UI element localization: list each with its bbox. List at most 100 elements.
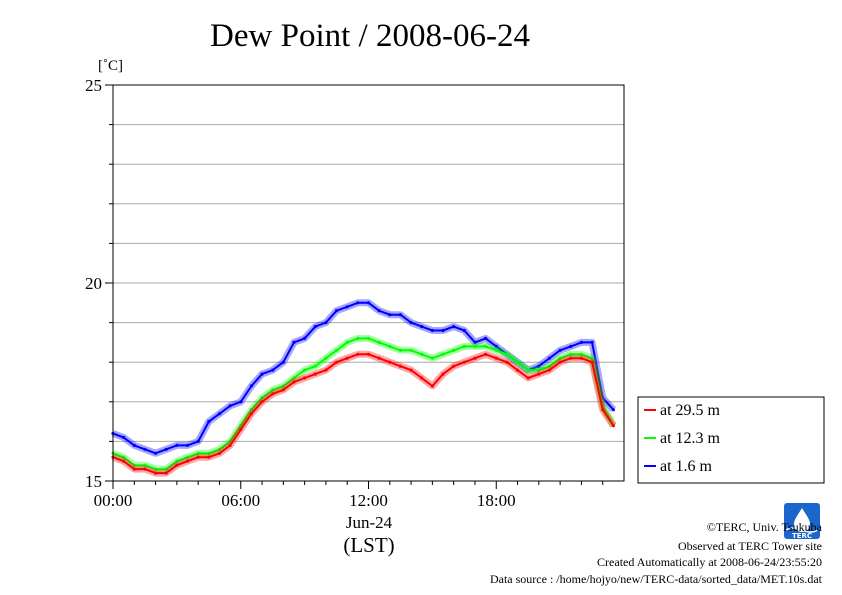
series-29-5m-line	[112, 353, 615, 475]
series-12-3m-point	[249, 408, 253, 412]
y-tick-label: 25	[85, 76, 102, 95]
series-12-3m-point	[388, 344, 392, 348]
series-29-5m-point	[313, 372, 317, 376]
series-12-3m-point	[398, 348, 402, 352]
terc-logo: TERC	[784, 503, 820, 540]
y-unit-label: [˚C]	[98, 58, 123, 74]
series-12-3m-point	[558, 356, 562, 360]
series-29-5m-point	[217, 451, 222, 455]
series-12-3m-line	[112, 337, 615, 471]
series-12-3m-point	[303, 368, 307, 372]
series-12-3m-point	[420, 352, 424, 356]
x-tick-label: 06:00	[221, 491, 260, 510]
series-29-5m-point	[558, 360, 562, 364]
series-1-6m-point	[281, 360, 285, 364]
series-29-5m-point	[388, 360, 392, 364]
series-1-6m-point	[132, 443, 136, 447]
series-12-3m-point	[537, 368, 541, 372]
series-29-5m	[111, 350, 617, 477]
series-1-6m-point	[345, 305, 349, 309]
series-1-6m-point	[185, 443, 190, 447]
series-29-5m-point	[132, 467, 136, 471]
series-1-6m-point	[462, 328, 466, 333]
series-1-6m-point	[303, 336, 307, 340]
series-12-3m-point	[154, 467, 158, 471]
series-12-3m-point	[260, 396, 264, 400]
series-12-3m-point	[335, 348, 339, 352]
series-12-3m-point	[430, 356, 434, 360]
series-1-6m-point	[292, 340, 296, 344]
series-1-6m-point	[122, 435, 126, 439]
series-29-5m-point	[484, 352, 488, 356]
legend-label-12-3m: at 12.3 m	[660, 430, 721, 447]
series-12-3m-point	[292, 376, 296, 380]
series-12-3m-point	[494, 348, 498, 352]
series-12-3m-point	[313, 364, 317, 368]
series-12-3m-point	[473, 344, 477, 348]
series-12-3m-point	[164, 467, 168, 471]
series-29-5m-point	[473, 356, 477, 360]
series-1-6m-line	[112, 301, 615, 455]
series-1-6m-point	[611, 408, 616, 412]
series-1-6m-point	[484, 336, 488, 340]
series-1-6m-point	[420, 325, 424, 329]
series-12-3m-point	[452, 348, 456, 352]
x-axis-title: (LST)	[343, 533, 394, 557]
footer-copyright: ©TERC, Univ. Tsukuba	[707, 520, 823, 534]
series-1-6m-point	[398, 313, 402, 317]
series-1-6m-point	[430, 328, 434, 333]
series-1-6m-point	[409, 321, 413, 325]
series-1-6m-point	[356, 301, 360, 305]
series-29-5m-point	[196, 455, 200, 459]
series-29-5m-point	[303, 376, 307, 380]
series-12-3m-point	[324, 356, 328, 360]
series-1-6m-point	[366, 301, 371, 305]
series-12-3m-point	[175, 459, 179, 463]
logo-text: TERC	[792, 532, 812, 540]
series-29-5m-point	[505, 360, 509, 364]
series-29-5m-point	[260, 400, 264, 404]
series-12-3m-point	[484, 344, 488, 348]
series-12-3m-point	[366, 336, 371, 340]
series-12-3m-point	[196, 451, 200, 455]
series-1-6m-point	[547, 356, 552, 360]
chart-title: Dew Point / 2008-06-24	[210, 18, 530, 54]
footer-observed: Observed at TERC Tower site	[678, 539, 822, 553]
series-1-6m-point	[473, 340, 477, 344]
series-1-6m-point	[249, 384, 253, 388]
series-1-6m-point	[239, 400, 243, 404]
series-29-5m-point	[143, 467, 147, 471]
series-1-6m-point	[196, 439, 200, 443]
series-1-6m-point	[324, 321, 328, 325]
series-29-5m-point	[345, 356, 349, 360]
series-29-5m-point	[335, 360, 339, 364]
series-29-5m-point	[420, 376, 424, 380]
series-1-6m-point	[164, 447, 168, 451]
series-12-3m-point	[547, 364, 552, 368]
series-1-6m-point	[558, 348, 562, 352]
series-12-3m-point	[132, 463, 136, 467]
series-29-5m-point	[398, 364, 402, 368]
series-29-5m-point	[366, 352, 371, 356]
series-29-5m-point	[271, 392, 275, 396]
series-29-5m-point	[356, 352, 360, 356]
series-29-5m-point	[547, 368, 552, 372]
series-1-6m-point	[579, 340, 584, 344]
series-1-6m-point	[313, 325, 317, 329]
series-29-5m-point	[164, 471, 168, 475]
x-tick-label: 00:00	[94, 491, 133, 510]
series-1-6m-point	[569, 344, 573, 348]
series-29-5m-point	[249, 412, 253, 416]
series-12-3m-point	[590, 356, 594, 360]
series-29-5m-point	[590, 360, 594, 364]
series-29-5m-point	[452, 364, 456, 368]
series-1-6m-point	[260, 372, 264, 376]
x-tick-label: 18:00	[477, 491, 516, 510]
series-1-6m-point	[143, 447, 147, 451]
series-29-5m-point	[515, 368, 520, 372]
logo-drop-icon	[794, 508, 810, 532]
series-29-5m-point	[441, 372, 445, 376]
series-12-3m-point	[281, 384, 285, 388]
x-axis-date-label: Jun-24	[346, 513, 393, 532]
series-29-5m-point	[601, 408, 605, 412]
